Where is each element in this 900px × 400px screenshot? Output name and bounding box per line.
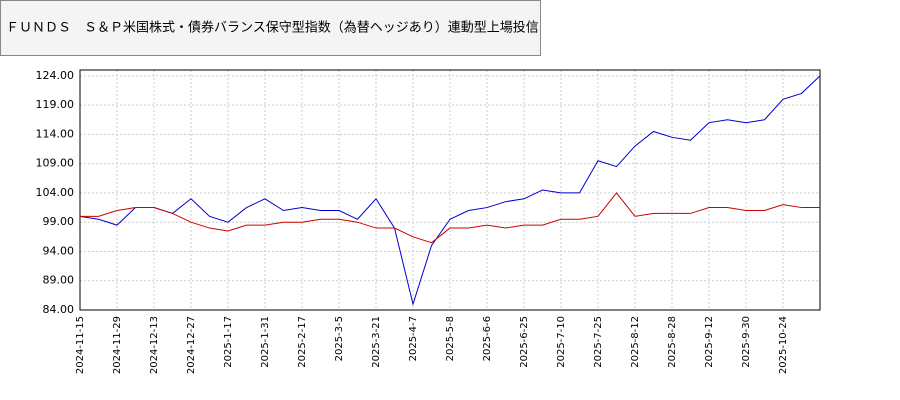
x-tick-label: 2025-4-7 xyxy=(408,316,419,361)
x-tick-label: 2025-6-25 xyxy=(519,316,530,368)
y-tick-label: 89.00 xyxy=(43,274,75,287)
y-tick-label: 84.00 xyxy=(43,303,75,316)
x-tick-label: 2025-7-25 xyxy=(593,316,604,368)
plot-border xyxy=(79,69,821,311)
x-tick-label: 2025-7-10 xyxy=(556,316,567,368)
data-line xyxy=(79,75,821,307)
x-tick-label: 2025-1-17 xyxy=(223,316,234,368)
x-tick-label: 2025-5-8 xyxy=(445,316,456,361)
x-tick-label: 2025-1-31 xyxy=(260,316,271,368)
y-tick-label: 114.00 xyxy=(36,127,75,140)
data-line xyxy=(80,192,820,244)
y-tick-label: 119.00 xyxy=(36,98,75,111)
x-tick-label: 2025-8-28 xyxy=(667,316,678,368)
x-tick-label: 2025-2-17 xyxy=(297,316,308,368)
x-tick-label: 2024-11-15 xyxy=(75,316,86,374)
x-tick-label: 2025-3-5 xyxy=(334,316,345,361)
x-tick-label: 2025-3-21 xyxy=(371,316,382,368)
x-tick-label: 2025-8-12 xyxy=(630,316,641,368)
y-tick-label: 99.00 xyxy=(43,215,75,228)
y-tick-label: 109.00 xyxy=(36,157,75,170)
x-tick-label: 2025-6-6 xyxy=(482,316,493,361)
y-tick-label: 104.00 xyxy=(36,186,75,199)
x-tick-label: 2024-12-27 xyxy=(186,316,197,374)
chart-title: ＦＵＮＤＳ Ｓ＆Ｐ米国株式・債券バランス保守型指数（為替ヘッジあり）連動型上場投… xyxy=(6,20,539,36)
x-tick-label: 2024-12-13 xyxy=(149,316,160,374)
x-tick-label: 2025-9-12 xyxy=(704,316,715,368)
x-tick-label: 2025-9-30 xyxy=(741,316,752,368)
x-tick-label: 2024-11-29 xyxy=(112,316,123,374)
y-tick-label: 124.00 xyxy=(36,69,75,82)
y-tick-label: 94.00 xyxy=(43,244,75,257)
x-tick-label: 2025-10-24 xyxy=(778,316,789,374)
title-box xyxy=(0,0,541,56)
